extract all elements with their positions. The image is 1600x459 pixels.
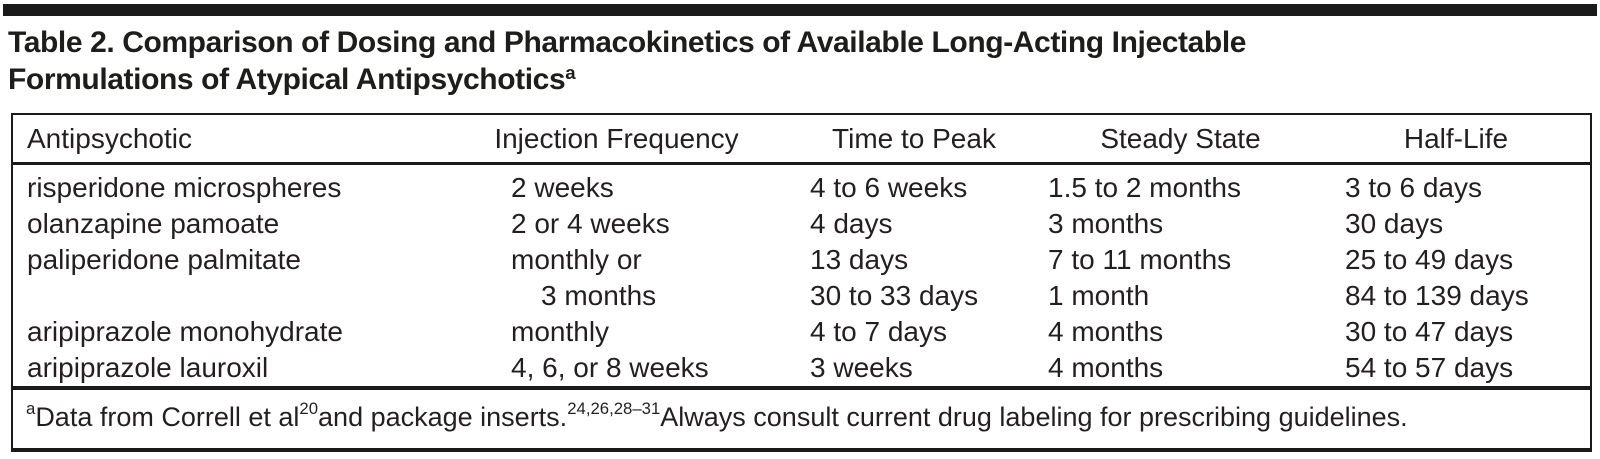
footnote-text: Data from Correll et al bbox=[35, 401, 300, 432]
cell-line: 2 or 4 weeks bbox=[511, 208, 670, 239]
cell-line: monthly or bbox=[511, 244, 642, 275]
cell-line: 3 weeks bbox=[810, 352, 913, 383]
column-header-antipsychotic: Antipsychotic bbox=[27, 122, 192, 154]
table-title-line2: Formulations of Atypical Antipsychoticsa bbox=[8, 61, 576, 96]
cell-drug: paliperidone palmitate bbox=[13, 242, 443, 314]
cell-line: 4 months bbox=[1048, 316, 1164, 347]
cell-drug: aripiprazole monohydrate bbox=[13, 314, 443, 350]
cell-half_life: 3 to 6 days bbox=[1323, 170, 1589, 206]
cell-half_life: 30 to 47 days bbox=[1323, 314, 1589, 350]
cell-line: 54 to 57 days bbox=[1345, 352, 1514, 383]
cell-peak: 4 days bbox=[790, 206, 1038, 242]
cell-frequency: 2 or 4 weeks bbox=[443, 206, 790, 242]
cell-half_life: 30 days bbox=[1323, 206, 1589, 242]
cell-drug: olanzapine pamoate bbox=[13, 206, 443, 242]
cell-steady: 4 months bbox=[1038, 314, 1323, 350]
cell-half_life: 25 to 49 days 84 to 139 days bbox=[1323, 242, 1589, 314]
cell-line: 3 to 6 days bbox=[1345, 172, 1482, 203]
cell-line: 4 to 6 weeks bbox=[810, 172, 968, 203]
cell-steady: 7 to 11 months 1 month bbox=[1038, 242, 1323, 314]
cell-line: paliperidone palmitate bbox=[27, 244, 301, 275]
column-header-half-life: Half-Life bbox=[1403, 122, 1509, 154]
cell-peak: 3 weeks bbox=[790, 350, 1038, 386]
table-row: olanzapine pamoate 2 or 4 weeks 4 days 3 mo… bbox=[13, 206, 1590, 242]
cell-frequency: monthly bbox=[443, 314, 790, 350]
cell-line: 1.5 to 2 months bbox=[1048, 172, 1242, 203]
cell-line: 84 to 139 days bbox=[1345, 280, 1529, 311]
cell-line: 25 to 49 days bbox=[1345, 244, 1514, 275]
column-header-injection-frequency: Injection Frequency bbox=[494, 122, 739, 154]
data-table: Antipsychotic Injection Frequency Time t… bbox=[11, 113, 1592, 452]
cell-line: risperidone microspheres bbox=[27, 172, 342, 203]
table-row: aripiprazole monohydrate monthly 4 to 7 da… bbox=[13, 314, 1590, 350]
cell-steady: 1.5 to 2 months bbox=[1038, 170, 1323, 206]
cell-line: aripiprazole lauroxil bbox=[27, 352, 269, 383]
cell-line: aripiprazole monohydrate bbox=[27, 316, 343, 347]
cell-drug: aripiprazole lauroxil bbox=[13, 350, 443, 386]
cell-line: 2 weeks bbox=[511, 172, 614, 203]
footnote-superscript: 20 bbox=[299, 398, 319, 418]
cell-frequency: 2 weeks bbox=[443, 170, 790, 206]
cell-peak: 4 to 6 weeks bbox=[790, 170, 1038, 206]
cell-steady: 3 months bbox=[1038, 206, 1323, 242]
table-row: aripiprazole lauroxil 4, 6, or 8 weeks 3 w… bbox=[13, 350, 1590, 386]
cell-line: 30 to 47 days bbox=[1345, 316, 1514, 347]
table-header-row: Antipsychotic Injection Frequency Time t… bbox=[13, 115, 1590, 165]
column-header-time-to-peak: Time to Peak bbox=[832, 122, 996, 154]
cell-peak: 13 days 30 to 33 days bbox=[790, 242, 1038, 314]
cell-line: 3 months bbox=[541, 280, 657, 311]
cell-line: olanzapine pamoate bbox=[27, 208, 280, 239]
cell-frequency: monthly or 3 months bbox=[443, 242, 790, 314]
cell-frequency: 4, 6, or 8 weeks bbox=[443, 350, 790, 386]
table-body: risperidone microspheres 2 weeks 4 to 6 we… bbox=[13, 165, 1590, 386]
top-rule-bar bbox=[3, 4, 1597, 16]
footnote-superscript: 24,26,28–31 bbox=[567, 398, 661, 418]
table-title: Table 2. Comparison of Dosing and Pharma… bbox=[8, 24, 1408, 101]
footnote-text: and package inserts. bbox=[318, 401, 568, 432]
cell-steady: 4 months bbox=[1038, 350, 1323, 386]
column-header-steady-state: Steady State bbox=[1100, 122, 1261, 154]
title-superscript: a bbox=[565, 61, 576, 83]
table-row: risperidone microspheres 2 weeks 4 to 6 we… bbox=[13, 170, 1590, 206]
footnote-superscript: a bbox=[26, 398, 36, 418]
cell-line: 7 to 11 months bbox=[1048, 244, 1232, 275]
cell-line: 4, 6, or 8 weeks bbox=[511, 352, 709, 383]
cell-drug: risperidone microspheres bbox=[13, 170, 443, 206]
table-row: paliperidone palmitate monthly or 3 months… bbox=[13, 242, 1590, 314]
cell-line: 30 days bbox=[1345, 208, 1444, 239]
table-title-line1: Table 2. Comparison of Dosing and Pharma… bbox=[8, 26, 1247, 59]
cell-half_life: 54 to 57 days bbox=[1323, 350, 1589, 386]
footnote-text: Always consult current drug labeling for… bbox=[660, 401, 1408, 432]
cell-line: 1 month bbox=[1048, 280, 1150, 311]
cell-line: monthly bbox=[511, 316, 610, 347]
cell-line: 4 months bbox=[1048, 352, 1164, 383]
cell-line: 4 days bbox=[810, 208, 893, 239]
cell-line: 4 to 7 days bbox=[810, 316, 947, 347]
cell-line: 3 months bbox=[1048, 208, 1164, 239]
table-footnote: a Data from Correll et al 20 and package i… bbox=[13, 386, 1590, 444]
cell-line: 30 to 33 days bbox=[810, 280, 979, 311]
cell-peak: 4 to 7 days bbox=[790, 314, 1038, 350]
cell-line: 13 days bbox=[810, 244, 909, 275]
